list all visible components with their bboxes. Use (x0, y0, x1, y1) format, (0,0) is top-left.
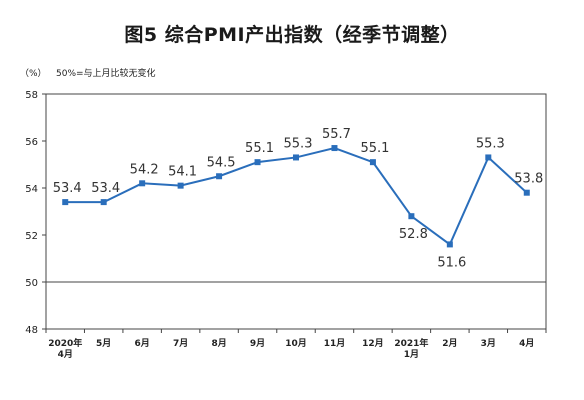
x-tick-label: 3月 (481, 338, 496, 349)
y-tick-label: 54 (25, 184, 38, 195)
data-point (62, 199, 69, 206)
data-label: 54.2 (130, 162, 159, 177)
y-tick-label: 50 (25, 278, 38, 289)
data-point (254, 159, 261, 166)
data-point (446, 241, 453, 248)
data-label: 55.7 (322, 127, 351, 142)
x-tick-label: 9月 (250, 338, 265, 349)
data-point (216, 173, 223, 180)
data-label: 55.1 (245, 141, 274, 156)
y-axis-ticks: 48 50 52 54 56 58 (25, 90, 46, 336)
x-tick-label: 4月 (58, 349, 73, 360)
data-label: 55.3 (476, 136, 505, 151)
data-label: 53.4 (91, 181, 120, 196)
chart-title: 图5 综合PMI产出指数（经季节调整） (124, 24, 460, 46)
x-tick-label: 10月 (285, 338, 307, 349)
x-tick-label: 5月 (96, 338, 111, 349)
x-tick-label: 4月 (519, 338, 534, 349)
x-tick-label: 1月 (404, 349, 419, 360)
plot-border (45, 93, 547, 330)
data-label: 53.8 (514, 172, 543, 187)
data-point (100, 199, 107, 206)
x-tick-label: 6月 (135, 338, 150, 349)
x-tick-label: 7月 (173, 338, 188, 349)
data-point (177, 182, 184, 189)
data-point (293, 154, 299, 161)
plot-frame (45, 93, 547, 330)
data-point (139, 180, 146, 187)
y-axis-unit: （%） (20, 68, 47, 79)
data-point (331, 145, 338, 152)
data-label: 53.4 (53, 181, 82, 196)
x-tick-label: 12月 (362, 338, 384, 349)
y-tick-label: 58 (25, 90, 38, 101)
data-label: 54.1 (168, 165, 197, 180)
data-point (523, 189, 530, 196)
x-tick-label: 2021年 (394, 337, 428, 349)
data-label: 55.1 (360, 141, 389, 156)
data-point (408, 213, 415, 220)
y-tick-label: 52 (25, 231, 38, 242)
data-point (485, 154, 492, 161)
x-tick-label: 8月 (211, 338, 226, 349)
data-label: 51.6 (437, 255, 466, 270)
chart-annotation: 50%=与上月比较无变化 (56, 67, 156, 79)
series-line (62, 145, 530, 248)
data-label: 55.3 (284, 136, 313, 151)
data-point (369, 159, 376, 166)
y-tick-label: 48 (25, 325, 38, 336)
data-label: 52.8 (399, 227, 428, 242)
x-tick-label: 2月 (442, 338, 457, 349)
data-label: 54.5 (207, 155, 236, 170)
x-tick-label: 2020年 (48, 337, 82, 349)
y-tick-label: 56 (25, 137, 38, 148)
data-labels: 53.4 53.4 54.2 54.1 54.5 55.1 55.3 55.7 55.1 52.8… (53, 127, 543, 270)
x-tick-label: 11月 (324, 338, 346, 349)
